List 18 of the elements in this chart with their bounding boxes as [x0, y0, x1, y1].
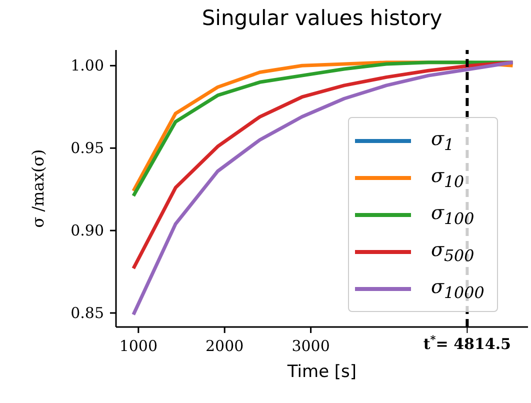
y-tick-label: 1.00 — [70, 56, 104, 75]
legend-label: σ$_{500}$ — [431, 238, 474, 264]
x-axis-title: Time [s] — [286, 362, 357, 382]
y-axis-title: σ /max(σ) — [28, 149, 48, 228]
x-tick-label: 2000 — [206, 337, 244, 355]
legend-label: σ$_{1000}$ — [431, 276, 484, 302]
x-tick-label: 1000 — [119, 337, 158, 355]
y-tick-label: 0.95 — [70, 139, 104, 158]
x-tick-label: 3000 — [292, 337, 330, 355]
line-series — [132, 60, 514, 316]
y-tick-label: 0.90 — [70, 222, 104, 240]
ref-line-label: t$^{*}$= 4814.5 — [423, 334, 512, 353]
y-tick-label: 0.85 — [70, 304, 104, 322]
legend-label: σ$_{100}$ — [431, 202, 474, 228]
legend-label: σ$_{1}$ — [431, 128, 454, 154]
chart-title: Singular values history — [200, 6, 444, 30]
legend-label: σ$_{10}$ — [431, 164, 464, 190]
line-series — [132, 60, 514, 270]
